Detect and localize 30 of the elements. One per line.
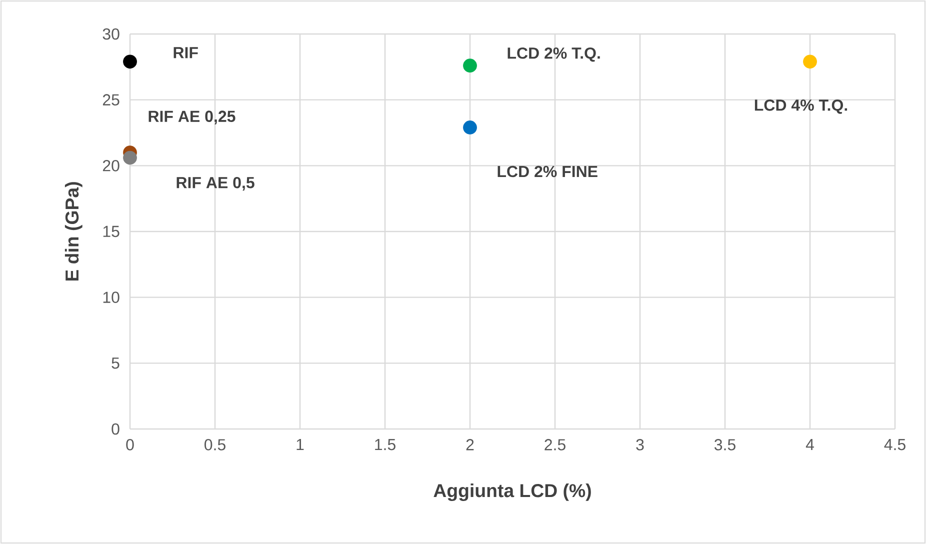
x-tick-label: 4 (806, 439, 814, 450)
text: RIF AE 0,5 (176, 176, 254, 191)
point (123, 54, 137, 69)
x-tick-label: 2 (466, 439, 474, 450)
text: LCD 2% FINE (498, 166, 598, 178)
x-tick-label: 2.5 (544, 439, 566, 450)
series-label: RIF AE 0,25 (148, 110, 236, 124)
y-tick-label: 15 (103, 226, 120, 238)
point (463, 58, 477, 73)
x-tick-label: 4.5 (884, 439, 906, 450)
point (803, 54, 817, 69)
x-tick-label: 0.5 (204, 439, 226, 450)
x-tick-label: 1.5 (375, 439, 396, 450)
x-tick-label: 1 (296, 439, 304, 450)
series-label: LCD 2% T.Q. (508, 47, 600, 62)
y-tick-label: 25 (102, 94, 120, 106)
point (123, 150, 137, 165)
y-tick-label: 30 (102, 28, 120, 40)
y-axis-title: E din (GPa) (64, 182, 82, 281)
y-tick-label: 20 (102, 160, 120, 172)
y-tick-label: 5 (112, 358, 120, 369)
x-tick-label: 3 (636, 439, 644, 450)
point (463, 120, 477, 134)
x-tick-label: 3.5 (714, 439, 736, 450)
text: RIF (174, 47, 198, 58)
x-tick-label: 0 (126, 439, 134, 450)
text: LCD 4% T.Q. (754, 100, 848, 114)
y-tick-label: 10 (103, 292, 120, 303)
y-tick-label: 0 (112, 423, 120, 435)
x-axis-title: Aggiunta LCD (%) (434, 484, 591, 502)
